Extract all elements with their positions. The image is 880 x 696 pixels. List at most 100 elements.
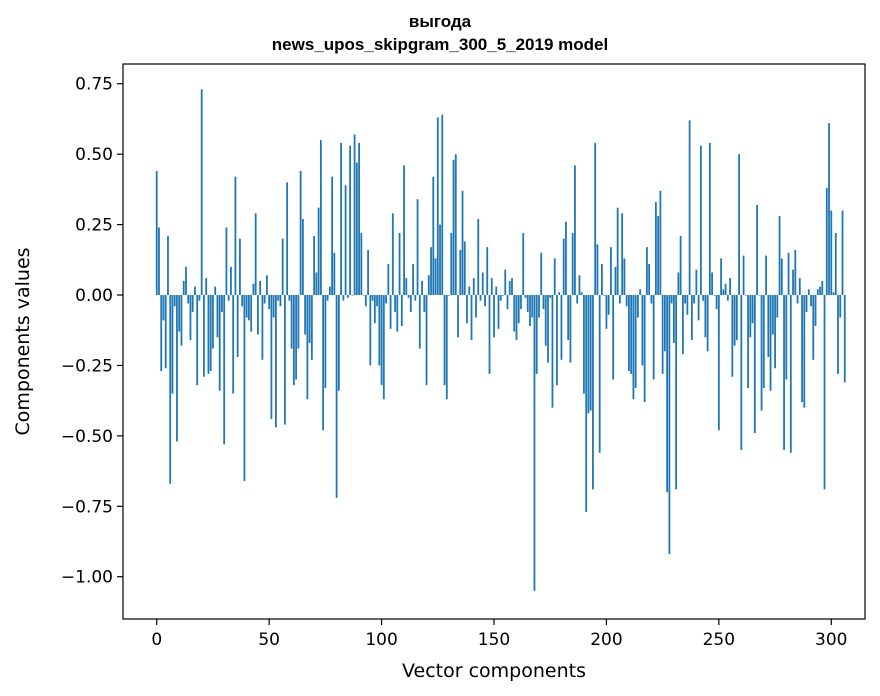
- bar-259: [738, 154, 740, 296]
- bar-109: [400, 295, 403, 327]
- bar-132: [452, 159, 455, 296]
- bar-4: [164, 295, 167, 369]
- bar-194: [592, 295, 594, 490]
- bar-239: [693, 295, 696, 304]
- bar-219: [648, 264, 651, 296]
- bar-2: [160, 295, 163, 372]
- bar-174: [547, 295, 549, 363]
- bar-60: [290, 295, 293, 349]
- bar-222: [654, 202, 657, 296]
- bar-129: [445, 295, 448, 400]
- y-tick-label: −0.25: [61, 356, 113, 376]
- bar-229: [670, 295, 673, 304]
- bar-257: [733, 295, 736, 346]
- bar-150: [493, 295, 495, 338]
- bar-1: [158, 227, 160, 296]
- bar-190: [583, 295, 585, 394]
- bar-16: [191, 295, 194, 312]
- bar-75: [324, 295, 327, 388]
- bar-228: [668, 295, 671, 555]
- bar-193: [589, 295, 592, 411]
- bar-48: [263, 295, 266, 304]
- bar-125: [436, 117, 439, 296]
- bar-139: [468, 286, 471, 296]
- y-tick-label: 0.50: [75, 145, 113, 165]
- bar-63: [297, 295, 300, 349]
- bar-275: [774, 295, 776, 369]
- bar-253: [724, 283, 727, 296]
- bar-221: [652, 295, 655, 380]
- bar-270: [762, 295, 765, 388]
- bar-185: [571, 233, 574, 296]
- bar-161: [517, 295, 520, 324]
- bar-104: [389, 295, 392, 329]
- bar-45: [257, 295, 259, 335]
- x-axis-label: Vector components: [402, 660, 586, 682]
- bar-281: [787, 252, 790, 296]
- bar-276: [776, 295, 779, 318]
- bar-242: [699, 145, 702, 296]
- bar-55: [279, 295, 282, 307]
- bar-236: [686, 295, 689, 315]
- bar-224: [659, 190, 662, 296]
- bar-195: [594, 142, 597, 296]
- bar-19: [198, 295, 201, 301]
- bar-52: [272, 295, 275, 318]
- bar-192: [587, 295, 590, 414]
- bar-38: [241, 295, 244, 307]
- bar-80: [335, 295, 338, 498]
- bar-181: [562, 238, 565, 296]
- bar-215: [639, 289, 642, 296]
- bar-280: [785, 295, 788, 380]
- bar-277: [778, 216, 781, 296]
- bar-134: [457, 295, 459, 338]
- bar-201: [607, 295, 610, 315]
- chart-subtitle: news_upos_skipgram_300_5_2019 model: [271, 35, 609, 54]
- bar-212: [632, 295, 635, 400]
- bar-93: [364, 295, 367, 307]
- bar-100: [380, 295, 383, 386]
- bar-35: [234, 176, 237, 296]
- bar-85: [346, 295, 349, 298]
- bar-154: [502, 295, 504, 296]
- bar-156: [506, 295, 509, 310]
- bar-265: [751, 295, 754, 324]
- bar-196: [596, 244, 599, 296]
- bar-282: [789, 295, 792, 453]
- bar-32: [227, 295, 230, 301]
- bar-246: [708, 142, 711, 296]
- bar-96: [371, 295, 374, 301]
- bar-180: [560, 295, 563, 360]
- bar-294: [816, 289, 819, 296]
- chart-title: выгода: [408, 12, 472, 31]
- bar-171: [540, 252, 543, 296]
- bar-43: [252, 283, 255, 296]
- bar-74: [322, 295, 325, 431]
- bar-5: [167, 235, 169, 296]
- bar-175: [549, 295, 552, 298]
- bar-56: [281, 238, 284, 296]
- bar-89: [355, 162, 358, 296]
- bar-188: [578, 275, 581, 296]
- bar-91: [360, 233, 363, 296]
- bar-177: [553, 258, 556, 296]
- bar-263: [747, 295, 749, 388]
- bar-59: [288, 295, 291, 301]
- bar-258: [735, 295, 738, 341]
- bar-6: [169, 295, 172, 484]
- bar-211: [630, 295, 633, 374]
- bar-284: [794, 249, 797, 296]
- bar-261: [742, 255, 745, 296]
- bar-30: [223, 295, 226, 445]
- bar-53: [274, 295, 277, 428]
- bar-213: [634, 295, 637, 388]
- y-tick-label: −1.00: [61, 568, 113, 588]
- bar-162: [520, 295, 522, 310]
- bar-264: [749, 295, 752, 338]
- bar-143: [477, 218, 480, 296]
- bar-15: [189, 295, 192, 341]
- bar-13: [185, 266, 187, 296]
- bar-24: [209, 295, 212, 372]
- bar-18: [196, 295, 199, 386]
